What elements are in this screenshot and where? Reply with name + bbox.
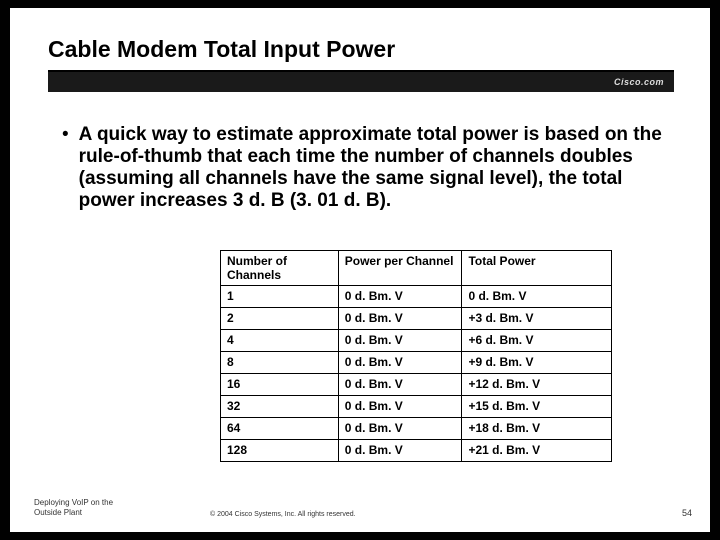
slide-title: Cable Modem Total Input Power <box>48 36 395 63</box>
cell: 8 <box>221 352 339 374</box>
table-row: 2 0 d. Bm. V +3 d. Bm. V <box>221 308 612 330</box>
cell: +3 d. Bm. V <box>462 308 612 330</box>
table-row: 16 0 d. Bm. V +12 d. Bm. V <box>221 374 612 396</box>
col-header-channels: Number of Channels <box>221 251 339 286</box>
cell: 0 d. Bm. V <box>338 440 462 462</box>
col-header-power-per: Power per Channel <box>338 251 462 286</box>
cell: 1 <box>221 286 339 308</box>
table-row: 1 0 d. Bm. V 0 d. Bm. V <box>221 286 612 308</box>
cell: 0 d. Bm. V <box>338 374 462 396</box>
bullet-text: A quick way to estimate approximate tota… <box>79 124 662 212</box>
cell: 2 <box>221 308 339 330</box>
cell: 128 <box>221 440 339 462</box>
cell: +21 d. Bm. V <box>462 440 612 462</box>
cell: 0 d. Bm. V <box>338 330 462 352</box>
table-row: 8 0 d. Bm. V +9 d. Bm. V <box>221 352 612 374</box>
cell: 4 <box>221 330 339 352</box>
footer-left: Deploying VoIP on the Outside Plant <box>34 498 113 518</box>
slide: Cable Modem Total Input Power Cisco.com … <box>10 8 710 532</box>
cell: 64 <box>221 418 339 440</box>
cell: +6 d. Bm. V <box>462 330 612 352</box>
cell: 0 d. Bm. V <box>338 308 462 330</box>
cell: 0 d. Bm. V <box>338 396 462 418</box>
cell: 16 <box>221 374 339 396</box>
table-row: 128 0 d. Bm. V +21 d. Bm. V <box>221 440 612 462</box>
brand-text: Cisco.com <box>614 77 664 87</box>
table-header-row: Number of Channels Power per Channel Tot… <box>221 251 612 286</box>
table-row: 32 0 d. Bm. V +15 d. Bm. V <box>221 396 612 418</box>
cell: +9 d. Bm. V <box>462 352 612 374</box>
power-table: Number of Channels Power per Channel Tot… <box>220 250 612 462</box>
table-row: 64 0 d. Bm. V +18 d. Bm. V <box>221 418 612 440</box>
cell: 0 d. Bm. V <box>338 286 462 308</box>
cell: 0 d. Bm. V <box>338 352 462 374</box>
cell: 32 <box>221 396 339 418</box>
cell: 0 d. Bm. V <box>338 418 462 440</box>
footer-left-line1: Deploying VoIP on the <box>34 498 113 507</box>
brand-bar: Cisco.com <box>48 72 674 92</box>
table-row: 4 0 d. Bm. V +6 d. Bm. V <box>221 330 612 352</box>
footer-left-line2: Outside Plant <box>34 508 82 517</box>
cell: 0 d. Bm. V <box>462 286 612 308</box>
cell: +18 d. Bm. V <box>462 418 612 440</box>
cell: +12 d. Bm. V <box>462 374 612 396</box>
footer-page-number: 54 <box>682 508 692 518</box>
col-header-total: Total Power <box>462 251 612 286</box>
cell: +15 d. Bm. V <box>462 396 612 418</box>
bullet-marker: • <box>62 124 69 212</box>
footer-copyright: © 2004 Cisco Systems, Inc. All rights re… <box>210 511 356 518</box>
bullet-item: • A quick way to estimate approximate to… <box>62 124 662 212</box>
